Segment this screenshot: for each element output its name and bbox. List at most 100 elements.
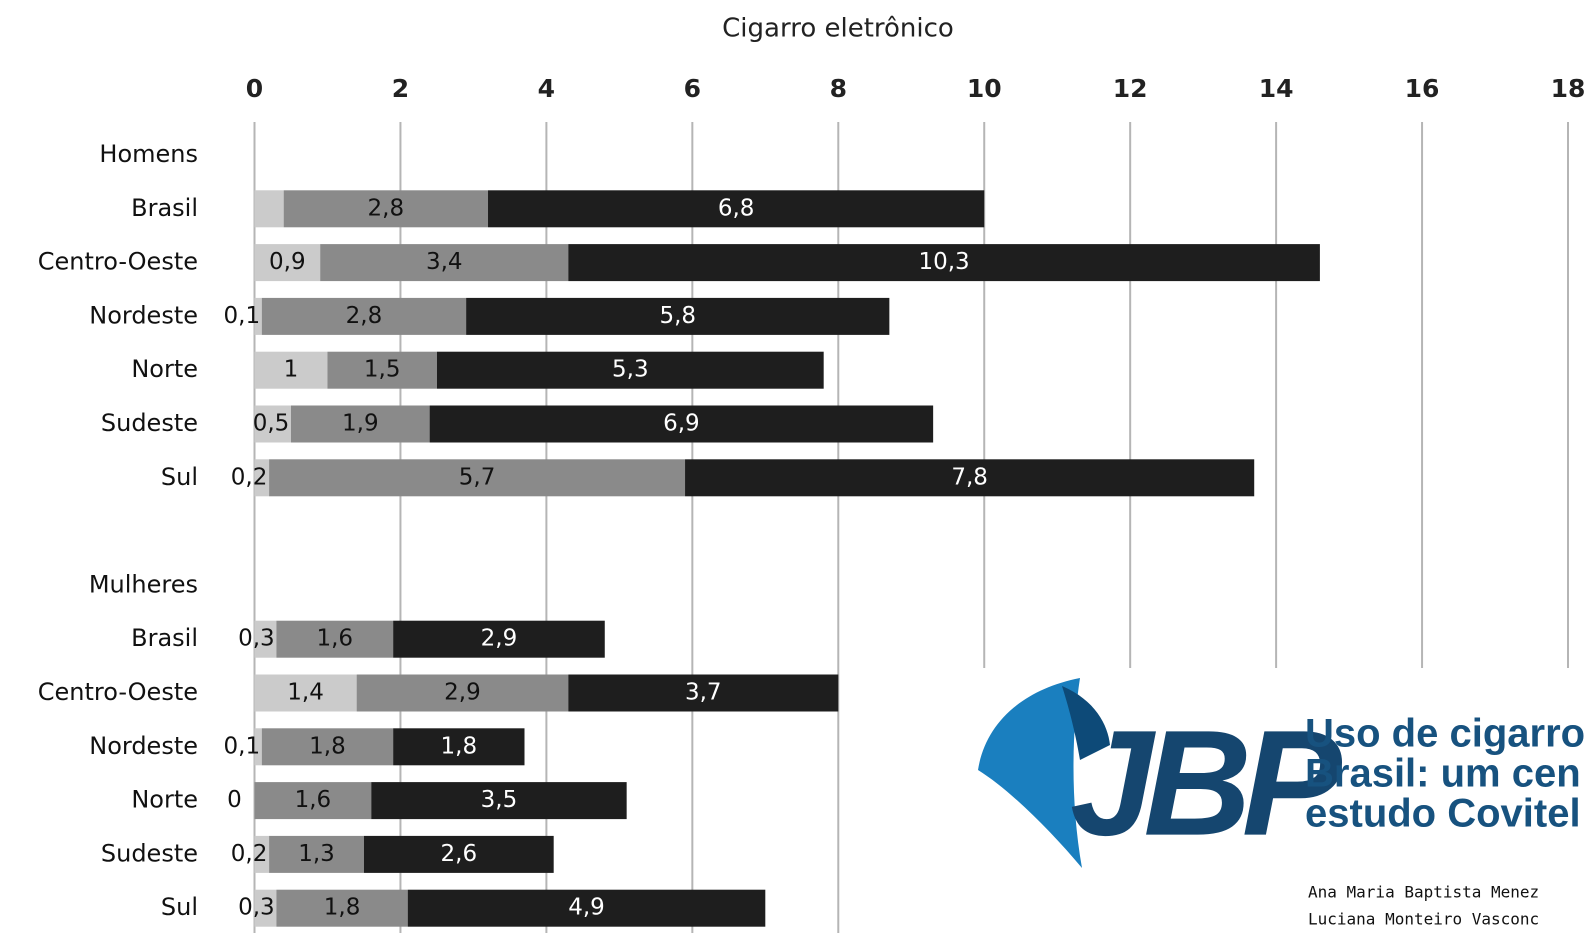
x-tick-label: 10 (967, 74, 1002, 103)
value-label: 0,5 (253, 411, 290, 437)
category-label: Centro-Oeste (38, 678, 198, 706)
bar-segment (393, 728, 525, 766)
banner-author: Luciana Monteiro Vasconc (1308, 910, 1539, 929)
banner-title: Uso de cigarro (1305, 712, 1585, 756)
bar-segment (254, 889, 277, 927)
bar-segment (568, 674, 839, 712)
value-label: 10,3 (918, 249, 969, 275)
x-tick-label: 12 (1113, 74, 1148, 103)
value-label: 3,5 (481, 787, 518, 813)
bar-segment (254, 782, 372, 820)
bar-segment (261, 728, 394, 766)
bar-segment (327, 351, 437, 389)
category-label: Nordeste (89, 301, 198, 329)
category-label: Sudeste (101, 839, 198, 867)
value-label: 2,6 (441, 841, 478, 867)
value-label: 5,3 (612, 357, 649, 383)
value-label: 0,3 (238, 626, 275, 652)
banner-author: Ana Maria Baptista Menez (1308, 883, 1539, 902)
bar-segment (393, 620, 605, 658)
bar-segment (254, 674, 357, 712)
category-label: Sudeste (101, 409, 198, 437)
value-label: 1,4 (287, 680, 324, 706)
chart-title: Cigarro eletrônico (722, 14, 954, 44)
x-tick-label: 2 (392, 74, 409, 103)
value-label: 5,8 (659, 303, 696, 329)
value-label: 1,3 (298, 841, 335, 867)
value-label: 1 (284, 357, 299, 383)
value-label: 3,4 (426, 249, 463, 275)
category-label: Mulheres (89, 570, 198, 598)
value-label: 0,1 (224, 733, 261, 759)
category-label: Nordeste (89, 732, 198, 760)
value-label: 4,9 (568, 895, 605, 921)
logo-text: JBP (1070, 699, 1343, 867)
value-label: 1,8 (309, 733, 346, 759)
value-label: 2,8 (346, 303, 383, 329)
bar-segment (320, 244, 569, 282)
x-tick-label: 6 (684, 74, 701, 103)
bar-segment (254, 244, 321, 282)
value-label: 6,9 (663, 411, 700, 437)
value-label: 0,1 (224, 303, 261, 329)
banner: JBP Uso de cigarro Brasil: um cen estudo… (950, 668, 1596, 933)
banner-title: Brasil: um cen (1305, 752, 1581, 796)
value-label: 2,8 (368, 195, 405, 221)
bar-segment (363, 835, 554, 873)
value-label: 1,8 (324, 895, 361, 921)
bar-segment (254, 459, 270, 497)
logo-wing-dark (1062, 686, 1110, 760)
value-label: 3,7 (685, 680, 722, 706)
bar-segment (254, 351, 328, 389)
value-label: 1,5 (364, 357, 401, 383)
bar-segment (283, 190, 489, 228)
x-tick-label: 16 (1405, 74, 1440, 103)
category-label: Sul (161, 463, 198, 491)
bar-segment (685, 459, 1255, 497)
bar-segment (371, 782, 627, 820)
bar-segment (290, 405, 430, 443)
x-tick-label: 18 (1551, 74, 1586, 103)
bar-segment (568, 244, 1320, 282)
bar-segment (436, 351, 824, 389)
value-label: 5,7 (459, 464, 496, 490)
value-label: 2,9 (444, 680, 481, 706)
bar-segment (254, 728, 262, 766)
category-label: Homens (99, 140, 198, 168)
bar-segment (254, 835, 270, 873)
category-label: Brasil (131, 624, 198, 652)
bar-segment (254, 405, 291, 443)
bar-segment (276, 889, 408, 927)
value-label: 0 (227, 787, 242, 813)
category-label: Centro-Oeste (38, 248, 198, 276)
bar-segment (269, 459, 686, 497)
category-label: Norte (131, 355, 198, 383)
value-label: 7,8 (951, 464, 988, 490)
x-tick-label: 0 (246, 74, 263, 103)
x-tick-label: 8 (830, 74, 847, 103)
value-label: 6,8 (718, 195, 755, 221)
bar-segment (254, 297, 262, 335)
bar-segment (269, 835, 364, 873)
value-label: 1,8 (441, 733, 478, 759)
bar-segment (254, 190, 284, 228)
category-label: Sul (161, 893, 198, 921)
value-label: 0,9 (269, 249, 306, 275)
banner-title: estudo Covitel (1305, 792, 1581, 836)
bar-segment (429, 405, 934, 443)
value-label: 1,6 (316, 626, 353, 652)
logo-wing (978, 678, 1082, 868)
bar-segment (356, 674, 569, 712)
bar-segment (261, 297, 467, 335)
value-label: 1,6 (295, 787, 332, 813)
bar-segment (254, 620, 277, 658)
category-label: Norte (131, 786, 198, 814)
bar-segment (488, 190, 985, 228)
bar-segment (276, 620, 394, 658)
value-label: 0,3 (238, 895, 275, 921)
value-label: 1,9 (342, 411, 379, 437)
bar-segment (407, 889, 766, 927)
category-label: Brasil (131, 194, 198, 222)
value-label: 0,2 (231, 464, 268, 490)
